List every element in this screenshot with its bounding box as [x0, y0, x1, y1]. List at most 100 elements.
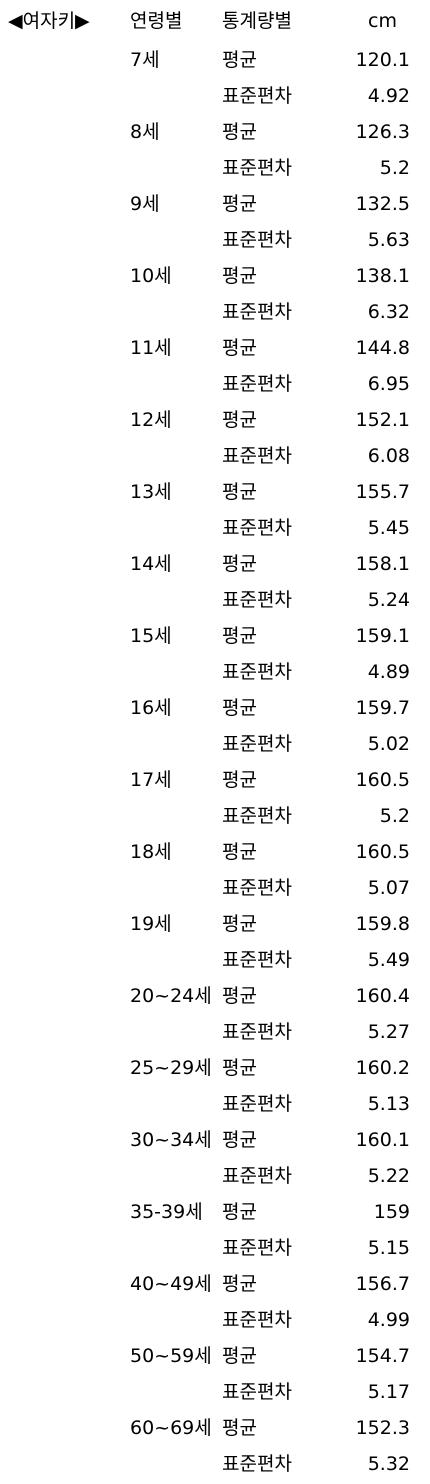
height-value-cell: 126.3	[355, 121, 410, 143]
age-group-cell: 8세	[130, 121, 160, 143]
table-row: 표준편차 5.24	[0, 582, 430, 618]
height-value-cell: 5.15	[367, 1237, 410, 1259]
statistic-cell: 평균	[222, 49, 257, 71]
age-group-cell: 15세	[130, 625, 172, 647]
age-group-cell: 10세	[130, 265, 172, 287]
table-row: 9세 평균 132.5	[0, 186, 430, 222]
statistic-cell: 표준편차	[222, 157, 292, 179]
statistic-cell: 표준편차	[222, 733, 292, 755]
statistic-cell: 평균	[222, 769, 257, 791]
table-row: 14세 평균 158.1	[0, 546, 430, 582]
height-value-cell: 4.89	[367, 661, 410, 683]
age-group-cell: 30~34세	[130, 1129, 212, 1151]
height-value-cell: 155.7	[355, 481, 410, 503]
unit-column-header: cm	[368, 10, 397, 32]
height-value-cell: 159	[373, 1201, 410, 1223]
table-row: 표준편차 5.32	[0, 1446, 430, 1482]
table-row: 표준편차 5.45	[0, 510, 430, 546]
age-group-cell: 19세	[130, 913, 172, 935]
table-row: 표준편차 5.22	[0, 1158, 430, 1194]
age-group-cell: 60~69세	[130, 1417, 212, 1439]
table-row: 표준편차 5.07	[0, 870, 430, 906]
table-row: 40~49세 평균 156.7	[0, 1266, 430, 1302]
age-group-cell: 17세	[130, 769, 172, 791]
table-row: 18세 평균 160.5	[0, 834, 430, 870]
height-value-cell: 5.32	[367, 1453, 410, 1475]
statistic-cell: 평균	[222, 697, 257, 719]
statistic-cell: 평균	[222, 553, 257, 575]
age-group-cell: 12세	[130, 409, 172, 431]
statistic-cell: 표준편차	[222, 1237, 292, 1259]
statistic-cell: 표준편차	[222, 517, 292, 539]
table-row: 표준편차 5.63	[0, 222, 430, 258]
statistic-cell: 평균	[222, 913, 257, 935]
age-group-cell: 7세	[130, 49, 160, 71]
statistic-cell: 표준편차	[222, 877, 292, 899]
age-group-cell: 25~29세	[130, 1057, 212, 1079]
table-row: 35-39세 평균 159	[0, 1194, 430, 1230]
age-group-cell: 40~49세	[130, 1273, 212, 1295]
table-row: 표준편차 6.95	[0, 366, 430, 402]
height-value-cell: 138.1	[355, 265, 410, 287]
height-value-cell: 5.07	[367, 877, 410, 899]
statistic-cell: 평균	[222, 1129, 257, 1151]
statistic-cell: 평균	[222, 625, 257, 647]
table-row: 표준편차 5.13	[0, 1086, 430, 1122]
table-row: 60~69세 평균 152.3	[0, 1410, 430, 1446]
statistic-cell: 표준편차	[222, 589, 292, 611]
statistic-cell: 표준편차	[222, 85, 292, 107]
height-value-cell: 4.99	[367, 1309, 410, 1331]
statistic-cell: 평균	[222, 337, 257, 359]
table-row: 17세 평균 160.5	[0, 762, 430, 798]
table-row: 표준편차 4.89	[0, 654, 430, 690]
age-group-cell: 11세	[130, 337, 172, 359]
statistic-cell: 표준편차	[222, 373, 292, 395]
table-row: 13세 평균 155.7	[0, 474, 430, 510]
statistic-column-header: 통계량별	[222, 10, 292, 32]
statistic-cell: 표준편차	[222, 229, 292, 251]
statistic-cell: 평균	[222, 409, 257, 431]
statistic-cell: 표준편차	[222, 1453, 292, 1475]
height-value-cell: 5.13	[367, 1093, 410, 1115]
statistic-cell: 표준편차	[222, 301, 292, 323]
table-row: 표준편차 5.2	[0, 798, 430, 834]
height-value-cell: 5.27	[367, 1021, 410, 1043]
table-row: 표준편차 5.2	[0, 150, 430, 186]
height-value-cell: 5.22	[367, 1165, 410, 1187]
height-value-cell: 4.92	[367, 85, 410, 107]
age-group-cell: 18세	[130, 841, 172, 863]
height-value-cell: 160.5	[355, 841, 410, 863]
age-group-cell: 13세	[130, 481, 172, 503]
age-group-cell: 9세	[130, 193, 160, 215]
height-value-cell: 158.1	[355, 553, 410, 575]
height-value-cell: 6.08	[367, 445, 410, 467]
height-value-cell: 160.1	[355, 1129, 410, 1151]
statistic-cell: 표준편차	[222, 1165, 292, 1187]
table-row: 표준편차 5.02	[0, 726, 430, 762]
statistic-cell: 평균	[222, 841, 257, 863]
statistic-cell: 평균	[222, 1273, 257, 1295]
table-row: 15세 평균 159.1	[0, 618, 430, 654]
table-row: 19세 평균 159.8	[0, 906, 430, 942]
height-value-cell: 6.95	[367, 373, 410, 395]
height-value-cell: 160.4	[355, 985, 410, 1007]
height-value-cell: 152.3	[355, 1417, 410, 1439]
statistic-cell: 평균	[222, 193, 257, 215]
height-value-cell: 5.45	[367, 517, 410, 539]
statistic-cell: 표준편차	[222, 1093, 292, 1115]
table-row: 12세 평균 152.1	[0, 402, 430, 438]
height-value-cell: 5.2	[379, 157, 410, 179]
height-value-cell: 5.2	[379, 805, 410, 827]
table-row: 표준편차 5.27	[0, 1014, 430, 1050]
table-row: 7세 평균 120.1	[0, 42, 430, 78]
age-group-cell: 16세	[130, 697, 172, 719]
table-row: 16세 평균 159.7	[0, 690, 430, 726]
table-row: 표준편차 5.17	[0, 1374, 430, 1410]
height-value-cell: 154.7	[355, 1345, 410, 1367]
height-value-cell: 152.1	[355, 409, 410, 431]
statistic-cell: 평균	[222, 1345, 257, 1367]
age-group-cell: 50~59세	[130, 1345, 212, 1367]
statistic-cell: 평균	[222, 1201, 257, 1223]
height-value-cell: 5.17	[367, 1381, 410, 1403]
